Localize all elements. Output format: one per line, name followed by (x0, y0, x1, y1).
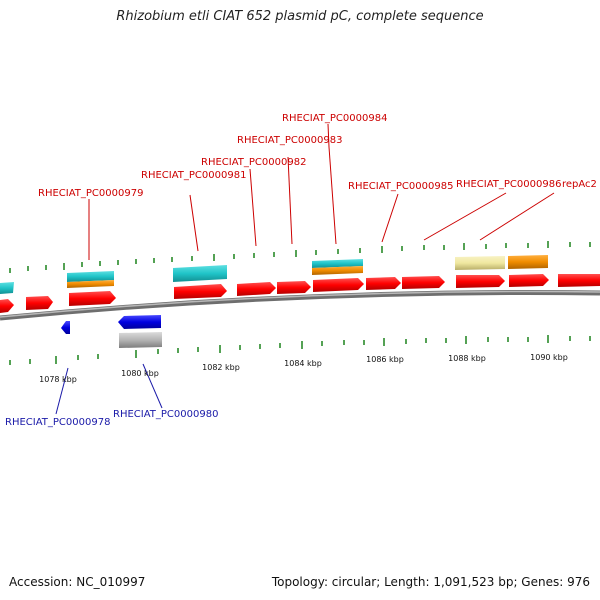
cog-khaki-block (455, 256, 505, 270)
cds-arrow (69, 291, 116, 306)
gene-label: RHECIAT_PC0000983 (237, 135, 342, 146)
gene-label: RHECIAT_PC0000986 (456, 179, 561, 190)
scale-label: 1082 kbp (202, 363, 240, 372)
scale-label: 1088 kbp (448, 354, 486, 363)
cds-arrow (0, 299, 14, 313)
label-connectors (55, 123, 555, 415)
gene-label: RHECIAT_PC0000985 (348, 181, 453, 192)
scale-label: 1080 kbp (121, 369, 159, 378)
gene-label: RHECIAT_PC0000984 (282, 113, 387, 124)
cog-cyan-block (67, 271, 114, 282)
scale-label: 1086 kbp (366, 355, 404, 364)
cds-arrow (509, 274, 549, 287)
cds-arrow (366, 277, 401, 290)
forward-cds-track (0, 274, 600, 313)
cds-arrow (402, 276, 445, 289)
topology-summary: Topology: circular; Length: 1,091,523 bp… (271, 575, 590, 589)
cds-arrow (237, 282, 276, 296)
outer-ticks (9, 241, 591, 273)
reverse-gray-block (119, 332, 162, 348)
cog-cyan-block (0, 282, 14, 294)
cog-orange-block (67, 280, 114, 288)
gene-label: RHECIAT_PC0000981 (141, 170, 246, 181)
cog-orange-block (312, 266, 363, 275)
cds-arrow (26, 296, 53, 310)
map-title: Rhizobium etli CIAT 652 plasmid pC, comp… (116, 9, 484, 24)
cds-arrow (174, 284, 227, 299)
reverse-cds-track (61, 315, 162, 348)
cds-arrow (456, 275, 505, 288)
scale-label: 1084 kbp (284, 359, 322, 368)
cog-cyan-block (173, 265, 227, 282)
gene-label: repAc2 (562, 179, 597, 190)
backbone-track (0, 290, 600, 321)
gene-label: RHECIAT_PC0000978 (5, 417, 110, 428)
forward-gene-labels: RHECIAT_PC0000979 RHECIAT_PC0000981 RHEC… (38, 113, 597, 199)
cds-arrow (277, 281, 311, 294)
scale-label: 1090 kbp (530, 353, 568, 362)
reverse-cds-arrow (61, 321, 70, 334)
cds-arrow (558, 274, 600, 287)
inner-ticks (9, 335, 591, 365)
gene-label: RHECIAT_PC0000979 (38, 188, 143, 199)
gene-label: RHECIAT_PC0000982 (201, 157, 306, 168)
gene-label: RHECIAT_PC0000980 (113, 409, 218, 420)
cog-orange-block (508, 255, 548, 269)
scale-labels: 1078 kbp 1080 kbp 1082 kbp 1084 kbp 1086… (39, 353, 568, 384)
reverse-gene-labels: RHECIAT_PC0000978 RHECIAT_PC0000980 (5, 409, 218, 428)
cog-cyan-block (312, 259, 363, 268)
accession-text: Accession: NC_010997 (9, 575, 146, 589)
forward-feature-tracks (0, 255, 548, 294)
cds-arrow (313, 278, 364, 292)
reverse-cds-arrow (118, 315, 161, 329)
scale-label: 1078 kbp (39, 375, 77, 384)
